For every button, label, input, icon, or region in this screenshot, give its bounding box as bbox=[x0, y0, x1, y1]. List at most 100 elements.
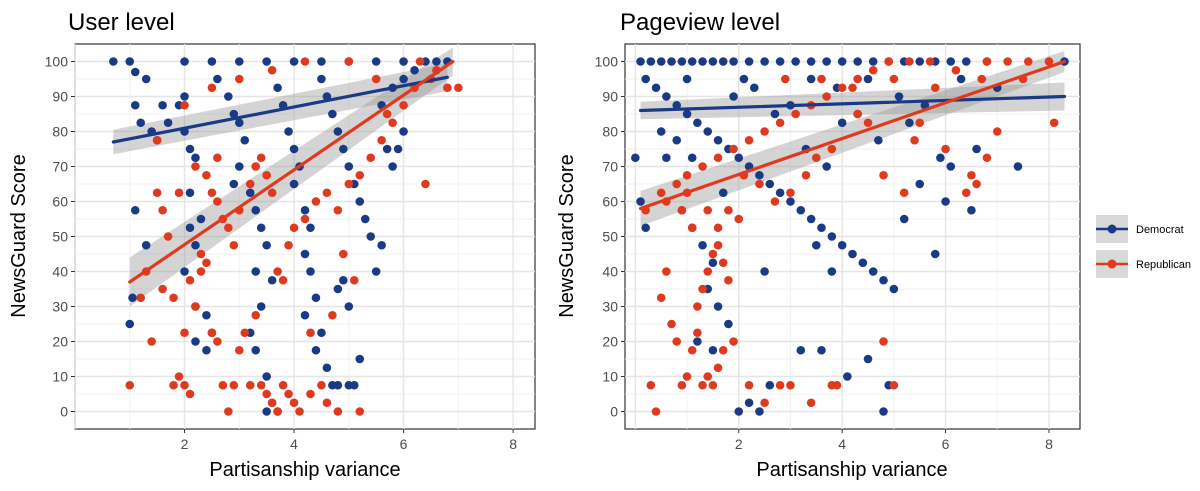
point-republican bbox=[174, 372, 184, 381]
point-democrat bbox=[234, 57, 244, 66]
point-democrat bbox=[729, 92, 738, 101]
point-democrat bbox=[734, 153, 744, 163]
confidence-band-republican bbox=[129, 47, 453, 307]
point-democrat bbox=[136, 118, 146, 128]
point-republican bbox=[180, 100, 189, 110]
point-republican bbox=[180, 380, 189, 390]
point-republican bbox=[775, 380, 785, 390]
y-tick-label: 70 bbox=[602, 159, 618, 175]
point-republican bbox=[682, 170, 692, 180]
point-democrat bbox=[827, 232, 837, 241]
point-republican bbox=[651, 407, 661, 416]
point-democrat bbox=[848, 249, 857, 259]
point-democrat bbox=[729, 57, 738, 66]
point-democrat bbox=[333, 284, 343, 294]
point-republican bbox=[251, 162, 261, 171]
point-democrat bbox=[399, 127, 408, 136]
x-tick-label: 6 bbox=[400, 436, 408, 452]
point-republican bbox=[791, 109, 800, 119]
point-republican bbox=[1003, 57, 1012, 66]
point-democrat bbox=[130, 67, 140, 77]
point-republican bbox=[191, 162, 200, 171]
point-republican bbox=[256, 153, 266, 163]
point-democrat bbox=[739, 74, 749, 84]
point-republican bbox=[656, 293, 666, 303]
point-democrat bbox=[858, 258, 868, 268]
point-democrat bbox=[667, 57, 676, 66]
point-democrat bbox=[317, 74, 326, 84]
point-republican bbox=[415, 57, 425, 66]
point-democrat bbox=[863, 74, 873, 84]
point-republican bbox=[267, 188, 277, 198]
point-republican bbox=[713, 240, 723, 250]
point-democrat bbox=[853, 57, 862, 66]
point-republican bbox=[687, 345, 697, 355]
point-democrat bbox=[180, 57, 189, 66]
point-republican bbox=[152, 135, 162, 145]
point-republican bbox=[672, 337, 682, 346]
point-democrat bbox=[128, 293, 137, 303]
point-republican bbox=[760, 127, 769, 136]
point-republican bbox=[982, 57, 992, 66]
point-democrat bbox=[915, 179, 925, 189]
point-democrat bbox=[207, 57, 217, 66]
point-republican bbox=[708, 249, 718, 259]
point-democrat bbox=[251, 205, 261, 215]
point-republican bbox=[251, 310, 261, 320]
point-democrat bbox=[339, 144, 348, 154]
point-democrat bbox=[130, 100, 140, 110]
point-republican bbox=[951, 65, 961, 75]
point-republican bbox=[333, 407, 343, 416]
point-democrat bbox=[656, 57, 666, 66]
point-democrat bbox=[646, 57, 656, 66]
point-democrat bbox=[837, 118, 847, 128]
point-democrat bbox=[713, 302, 723, 311]
point-republican bbox=[770, 197, 780, 206]
point-democrat bbox=[708, 258, 718, 268]
confidence-band-democrat bbox=[640, 82, 1065, 120]
y-axis-ticks: 0 10 20 30 40 50 60 70 80 90 100 bbox=[45, 54, 75, 420]
point-democrat bbox=[708, 345, 718, 355]
point-democrat bbox=[718, 188, 728, 198]
point-democrat bbox=[874, 135, 883, 145]
point-republican bbox=[889, 380, 899, 390]
point-democrat bbox=[234, 162, 244, 171]
point-republican bbox=[158, 284, 167, 294]
x-axis-ticks: 2 4 6 8 bbox=[735, 429, 1053, 452]
point-republican bbox=[889, 74, 899, 84]
point-republican bbox=[662, 267, 671, 276]
point-democrat bbox=[936, 153, 945, 163]
point-republican bbox=[775, 118, 785, 128]
point-democrat bbox=[224, 92, 233, 101]
point-democrat bbox=[698, 240, 707, 250]
point-democrat bbox=[306, 267, 315, 276]
point-republican bbox=[1044, 57, 1054, 66]
point-republican bbox=[377, 135, 386, 145]
point-democrat bbox=[636, 57, 645, 66]
point-democrat bbox=[863, 354, 873, 364]
point-republican bbox=[207, 188, 217, 198]
point-republican bbox=[284, 389, 293, 399]
point-republican bbox=[677, 380, 687, 390]
point-democrat bbox=[972, 144, 981, 154]
point-democrat bbox=[967, 205, 976, 215]
point-democrat bbox=[300, 249, 310, 259]
point-republican bbox=[328, 310, 337, 320]
point-democrat bbox=[213, 74, 222, 84]
point-republican bbox=[672, 179, 682, 189]
point-democrat bbox=[180, 267, 189, 276]
y-tick-label: 40 bbox=[602, 264, 618, 280]
point-democrat bbox=[273, 83, 282, 93]
legend-marker-republican bbox=[1107, 259, 1117, 269]
point-democrat bbox=[693, 337, 702, 346]
panel-title-pageview-level: Pageview level bbox=[620, 9, 780, 36]
point-democrat bbox=[388, 162, 397, 171]
x-tick-label: 2 bbox=[735, 436, 743, 452]
point-democrat bbox=[371, 267, 381, 276]
point-republican bbox=[163, 232, 173, 241]
y-tick-label: 10 bbox=[52, 369, 68, 385]
point-republican bbox=[853, 109, 862, 119]
gridlines bbox=[625, 44, 1080, 429]
point-republican bbox=[729, 337, 738, 346]
